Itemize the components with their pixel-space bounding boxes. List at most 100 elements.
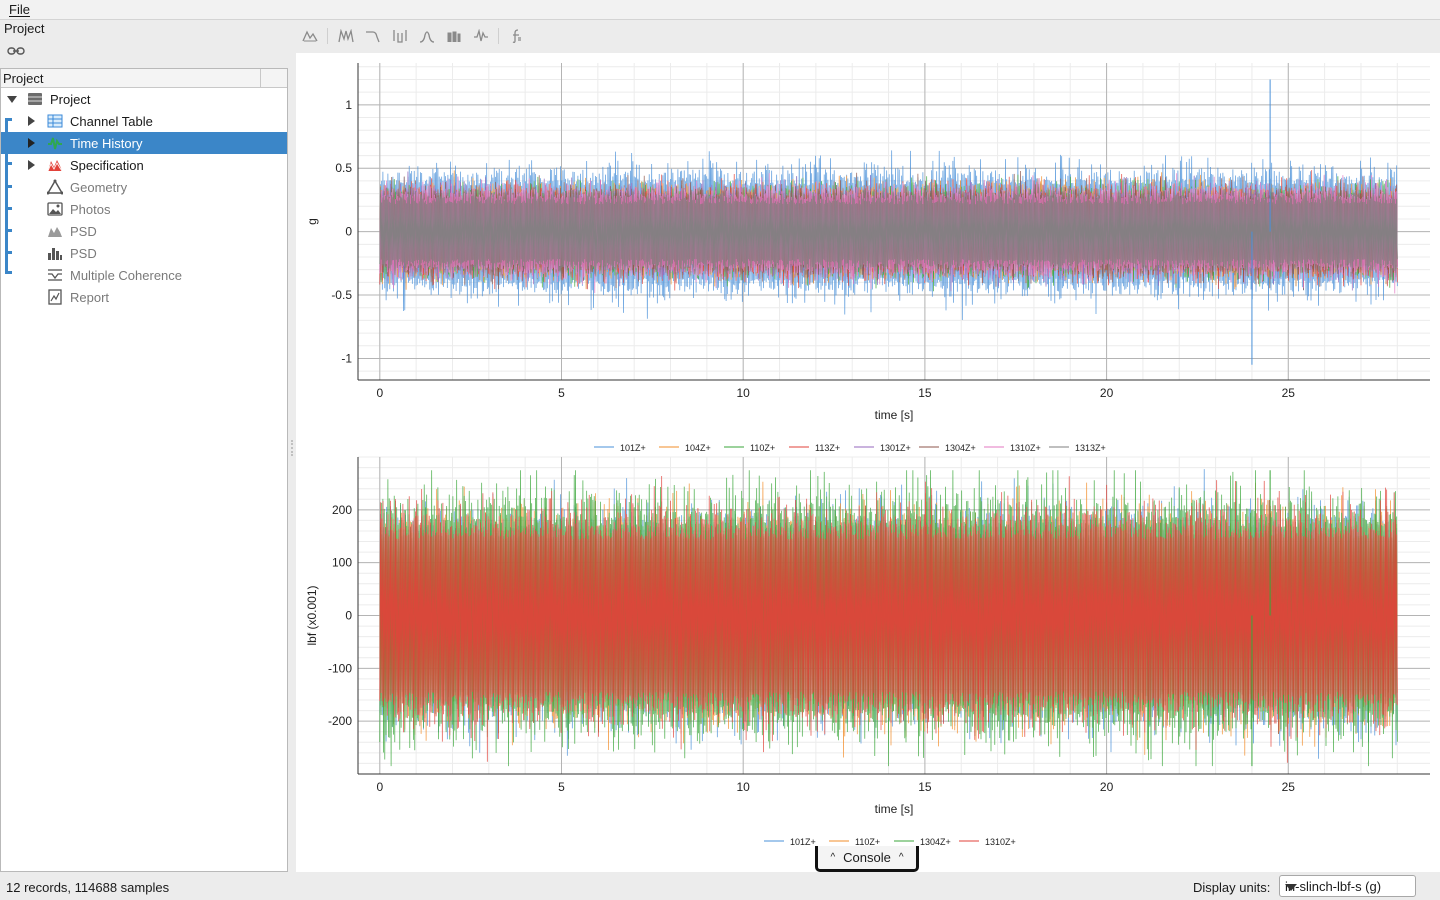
coherence-icon	[48, 269, 62, 281]
tree-item-label: Time History	[70, 136, 143, 151]
status-bar: 12 records, 114688 samples Display units…	[0, 872, 1440, 900]
chevron-up-icon: ^	[830, 852, 836, 863]
tree-item-channel-table[interactable]: Channel Table	[1, 110, 287, 132]
series-line-1313Z+	[379, 179, 1398, 282]
y-tick-label: -0.5	[331, 288, 352, 302]
expand-down-icon[interactable]	[7, 96, 17, 103]
legend-label: 113Z+	[815, 443, 840, 453]
bell-tool-icon[interactable]	[413, 25, 440, 47]
column-divider[interactable]	[260, 69, 261, 87]
tree-item-label: Report	[70, 290, 110, 305]
y-tick-label: -1	[341, 351, 352, 365]
tree-branch-tick	[5, 251, 12, 254]
tree-branch-tick	[5, 185, 12, 188]
y-tick-label: 200	[332, 503, 352, 517]
tree-item-specification[interactable]: Specification	[1, 154, 287, 176]
expand-right-icon[interactable]	[28, 138, 35, 148]
expand-right-icon[interactable]	[28, 160, 35, 170]
tree-item-label: Multiple Coherence	[70, 268, 183, 283]
y-tick-label: -200	[328, 714, 352, 728]
y-axis-label: g	[305, 218, 319, 225]
x-tick-label: 5	[558, 386, 565, 400]
psd-tool-icon[interactable]	[296, 25, 323, 47]
function-tool-icon[interactable]	[503, 25, 530, 47]
toolbar-separator	[498, 28, 499, 44]
x-tick-label: 20	[1100, 780, 1114, 794]
display-units-select[interactable]: in-slinch-lbf-s (g)	[1279, 875, 1416, 897]
legend-label: 1310Z+	[1010, 443, 1041, 453]
legend-label: 110Z+	[855, 837, 880, 847]
tree-item-project[interactable]: Project	[1, 88, 287, 110]
tree-branch-tick	[5, 229, 12, 232]
panel-title: Project	[4, 21, 45, 36]
tree-item-multiple-coherence[interactable]: Multiple Coherence	[1, 264, 287, 286]
toolbar-separator	[327, 28, 328, 44]
x-tick-label: 10	[737, 386, 751, 400]
tree-item-label: Project	[50, 92, 91, 107]
y-tick-label: -100	[328, 661, 352, 675]
time-history-icon	[48, 137, 62, 150]
legend-label: 1313Z+	[1075, 443, 1106, 453]
display-units-value: in-slinch-lbf-s (g)	[1285, 879, 1382, 894]
series-line-1310Z+	[379, 475, 1398, 763]
tree-item-geometry[interactable]: Geometry	[1, 176, 287, 198]
menu-file[interactable]: File	[9, 2, 30, 17]
link-icon[interactable]	[7, 46, 25, 56]
tree-item-photos[interactable]: Photos	[1, 198, 287, 220]
bars-tool-icon[interactable]	[440, 25, 467, 47]
tree-item-label: Geometry	[70, 180, 128, 195]
y-tick-label: 1	[345, 98, 352, 112]
tree-branch-line	[5, 118, 8, 274]
geometry-icon	[47, 179, 63, 195]
x-axis-label: time [s]	[875, 408, 914, 422]
legend-label: 1310Z+	[985, 837, 1016, 847]
x-tick-label: 15	[918, 780, 932, 794]
x-tick-label: 20	[1100, 386, 1114, 400]
x-tick-label: 0	[376, 386, 383, 400]
acceleration-time-history-chart[interactable]: 0 5 10 15 20 25 -1 -0.5 0 0.5 1 time [s] g 101Z+ 104Z+…	[296, 53, 1440, 455]
y-tick-label: 0.5	[335, 161, 352, 175]
legend-label: 104Z+	[685, 443, 711, 453]
photo-icon	[47, 202, 63, 216]
force-time-history-chart[interactable]: 0 5 10 15 20 25 -200 -100 0 100 200 time [s] lbf (x0…	[296, 447, 1440, 849]
console-label: Console	[843, 850, 891, 865]
tree-item-psd[interactable]: PSD	[1, 220, 287, 242]
expand-right-icon[interactable]	[28, 116, 35, 126]
tree-item-label: Photos	[70, 202, 111, 217]
y-axis-label: lbf (x0.001)	[305, 585, 319, 645]
splitter-handle[interactable]	[291, 440, 293, 456]
x-tick-label: 25	[1282, 780, 1296, 794]
y-tick-label: 100	[332, 556, 352, 570]
console-toggle[interactable]: ^ Console ^	[815, 846, 919, 872]
psd-line-icon	[48, 227, 62, 237]
x-tick-label: 25	[1282, 386, 1296, 400]
x-tick-label: 10	[737, 780, 751, 794]
tree-branch-tick	[5, 141, 12, 144]
tree-branch-tick	[5, 118, 12, 121]
dropdown-caret-icon	[1285, 884, 1297, 891]
x-tick-label: 15	[918, 386, 932, 400]
tree-item-psd-bars[interactable]: PSD	[1, 242, 287, 264]
tree-branch-tick	[5, 271, 12, 274]
legend-label: 1304Z+	[945, 443, 976, 453]
tree-branch-tick	[5, 162, 12, 165]
notch-tool-icon[interactable]	[386, 25, 413, 47]
tree-item-label: Specification	[70, 158, 144, 173]
tree-header-label: Project	[3, 71, 44, 86]
legend-label: 110Z+	[750, 443, 775, 453]
tree-branch-tick	[5, 207, 12, 210]
x-axis-label: time [s]	[875, 802, 914, 816]
analysis-toolbar	[296, 25, 530, 47]
tree-item-report[interactable]: Report	[1, 286, 287, 308]
tree-item-time-history[interactable]: Time History	[1, 132, 287, 154]
menu-bar: File	[0, 0, 1440, 20]
database-icon	[28, 93, 42, 105]
peaks-tool-icon[interactable]	[332, 25, 359, 47]
legend-label: 1301Z+	[880, 443, 911, 453]
filter-tool-icon[interactable]	[359, 25, 386, 47]
wave-tool-icon[interactable]	[467, 25, 494, 47]
project-tree: Project Project Channel Table Time Histo…	[0, 68, 288, 872]
legend-label: 101Z+	[790, 837, 816, 847]
psd-bar-icon	[48, 248, 62, 260]
x-tick-label: 5	[558, 780, 565, 794]
